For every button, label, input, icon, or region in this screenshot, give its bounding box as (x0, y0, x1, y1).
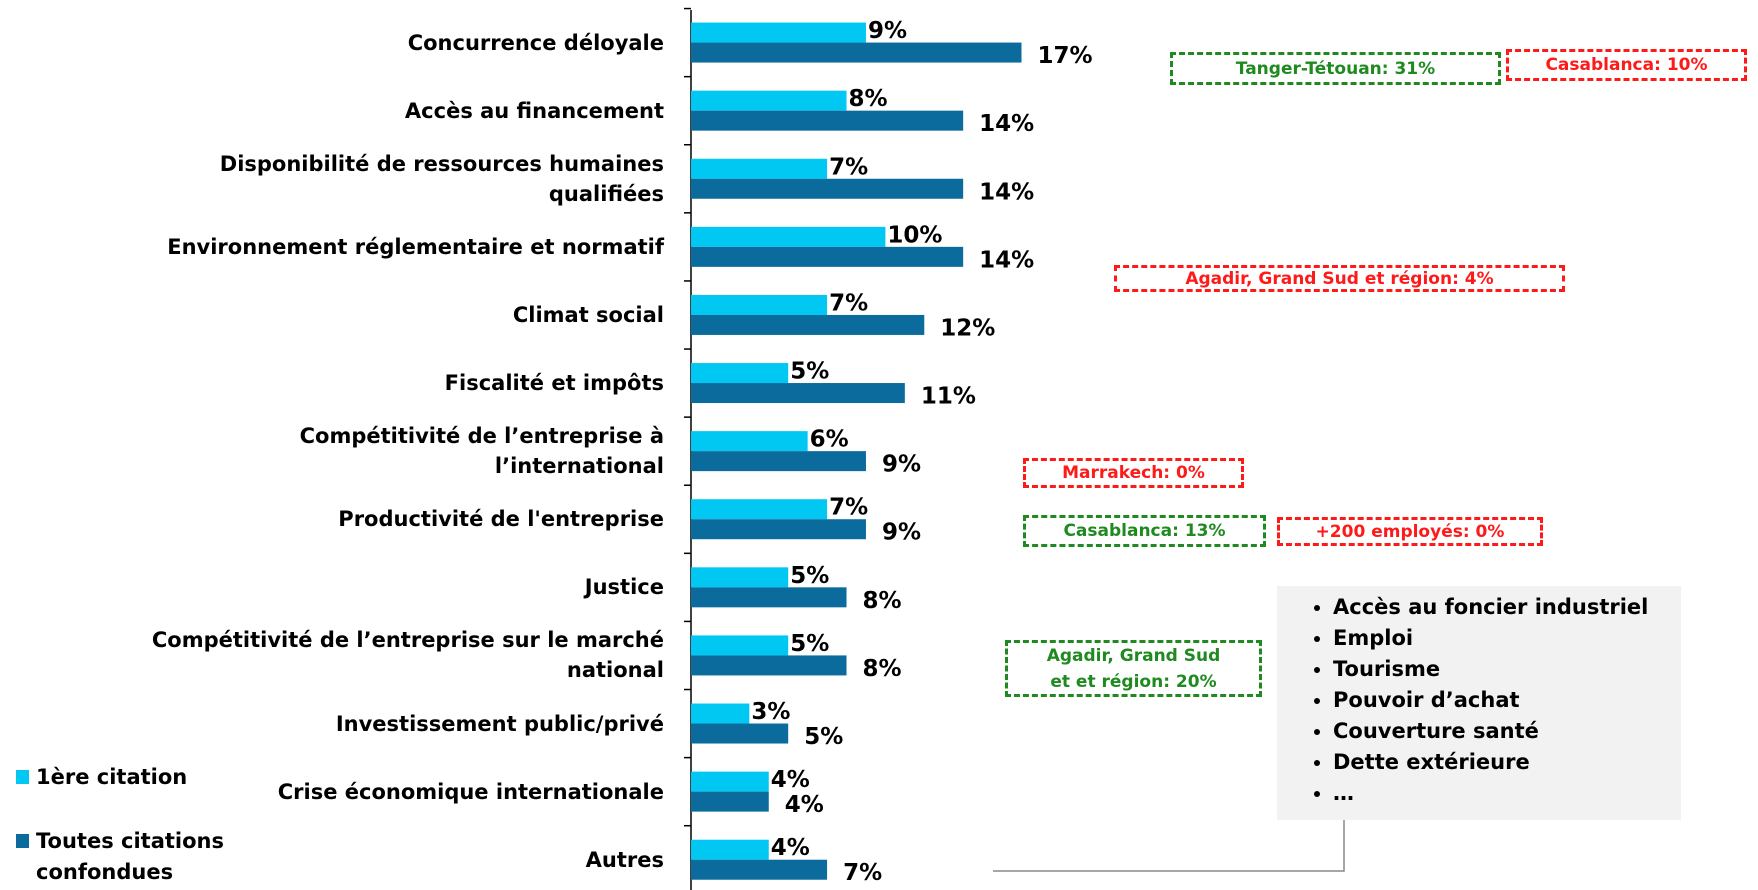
bar (691, 363, 789, 384)
value-label: 6% (810, 427, 849, 453)
bar (691, 383, 905, 404)
value-label: 17% (1037, 43, 1092, 69)
legend-label: Toutes citations confondues (36, 829, 224, 884)
bar (691, 499, 828, 520)
value-label: 11% (921, 384, 976, 410)
value-label: 14% (979, 111, 1034, 137)
bar (691, 314, 925, 335)
bar (691, 519, 866, 540)
other-item: Accès au foncier industriel (1333, 592, 1681, 623)
bar (691, 451, 866, 472)
bar (691, 42, 1022, 63)
connector (993, 820, 1345, 872)
value-label: 4% (785, 792, 824, 818)
other-list: Accès au foncier industrielEmploiTourism… (1295, 592, 1681, 809)
bar (691, 771, 769, 792)
category-label: Productivité de l'entreprise (338, 507, 664, 532)
annotation: Marrakech: 0% (1023, 458, 1244, 488)
bar (691, 723, 789, 744)
value-label: 9% (882, 520, 921, 546)
value-label: 8% (849, 86, 888, 112)
value-label: 14% (979, 247, 1034, 273)
bar (691, 294, 828, 315)
value-label: 12% (940, 315, 995, 341)
bar (691, 226, 886, 247)
bar (691, 791, 769, 812)
value-label: 4% (771, 835, 810, 861)
value-label: 7% (829, 154, 868, 180)
other-item: Couverture santé (1333, 716, 1681, 747)
bar (691, 587, 847, 608)
value-label: 5% (790, 359, 829, 385)
value-label: 4% (771, 767, 810, 793)
value-label: 7% (829, 290, 868, 316)
category-label: Environnement réglementaire et normatif (167, 234, 664, 259)
bar (691, 90, 847, 111)
category-label: Crise économique internationale (277, 779, 664, 804)
value-label: 14% (979, 179, 1034, 205)
other-item: … (1333, 778, 1681, 809)
bar (691, 178, 964, 199)
other-item: Tourisme (1333, 654, 1681, 685)
value-label: 8% (863, 588, 902, 614)
value-label: 7% (843, 860, 882, 886)
bar (691, 703, 750, 724)
legend-label: 1ère citation (36, 765, 188, 789)
value-label: 9% (882, 452, 921, 478)
annotation: Casablanca: 13% (1023, 515, 1266, 547)
annotation: Casablanca: 10% (1506, 49, 1747, 81)
bar (691, 859, 828, 880)
category-label: Autres (585, 847, 664, 872)
value-label: 5% (804, 724, 843, 750)
bar (691, 158, 828, 179)
value-label: 8% (863, 656, 902, 682)
category-label: Fiscalité et impôts (444, 371, 664, 396)
value-label: 5% (790, 563, 829, 589)
other-item: Emploi (1333, 623, 1681, 654)
annotation: Agadir, Grand Sud et région: 4% (1114, 265, 1565, 292)
bar (691, 246, 964, 267)
bar (691, 22, 866, 43)
annotation: Tanger-Tétouan: 31% (1170, 52, 1501, 85)
value-label: 3% (751, 699, 790, 725)
bar (691, 431, 808, 452)
legend-swatch (16, 770, 29, 784)
other-item: Pouvoir d’achat (1333, 685, 1681, 716)
bar (691, 110, 964, 131)
value-label: 7% (829, 495, 868, 521)
legend-swatch (16, 834, 29, 848)
annotation: Agadir, Grand Sud et et région: 20% (1005, 640, 1262, 697)
bar (691, 635, 789, 656)
bar (691, 839, 769, 860)
category-label: Justice (584, 575, 664, 600)
other-item: Dette extérieure (1333, 747, 1681, 778)
value-label: 5% (790, 631, 829, 657)
category-label: Accès au financement (404, 98, 664, 123)
category-label: Climat social (512, 302, 664, 327)
bar (691, 655, 847, 676)
category-label: Compétitivité de l’entreprise sur le mar… (151, 628, 664, 683)
value-label: 9% (868, 18, 907, 44)
bar (691, 567, 789, 588)
category-label: Compétitivité de l’entreprise à l’intern… (299, 424, 664, 479)
category-label: Investissement public/privé (335, 711, 664, 736)
annotation: +200 employés: 0% (1277, 517, 1543, 546)
value-label: 10% (887, 222, 942, 248)
other-box: Accès au foncier industrielEmploiTourism… (1277, 586, 1681, 820)
category-label: Concurrence déloyale (407, 30, 664, 55)
category-label: Disponibilité de ressources humaines qua… (219, 151, 664, 206)
